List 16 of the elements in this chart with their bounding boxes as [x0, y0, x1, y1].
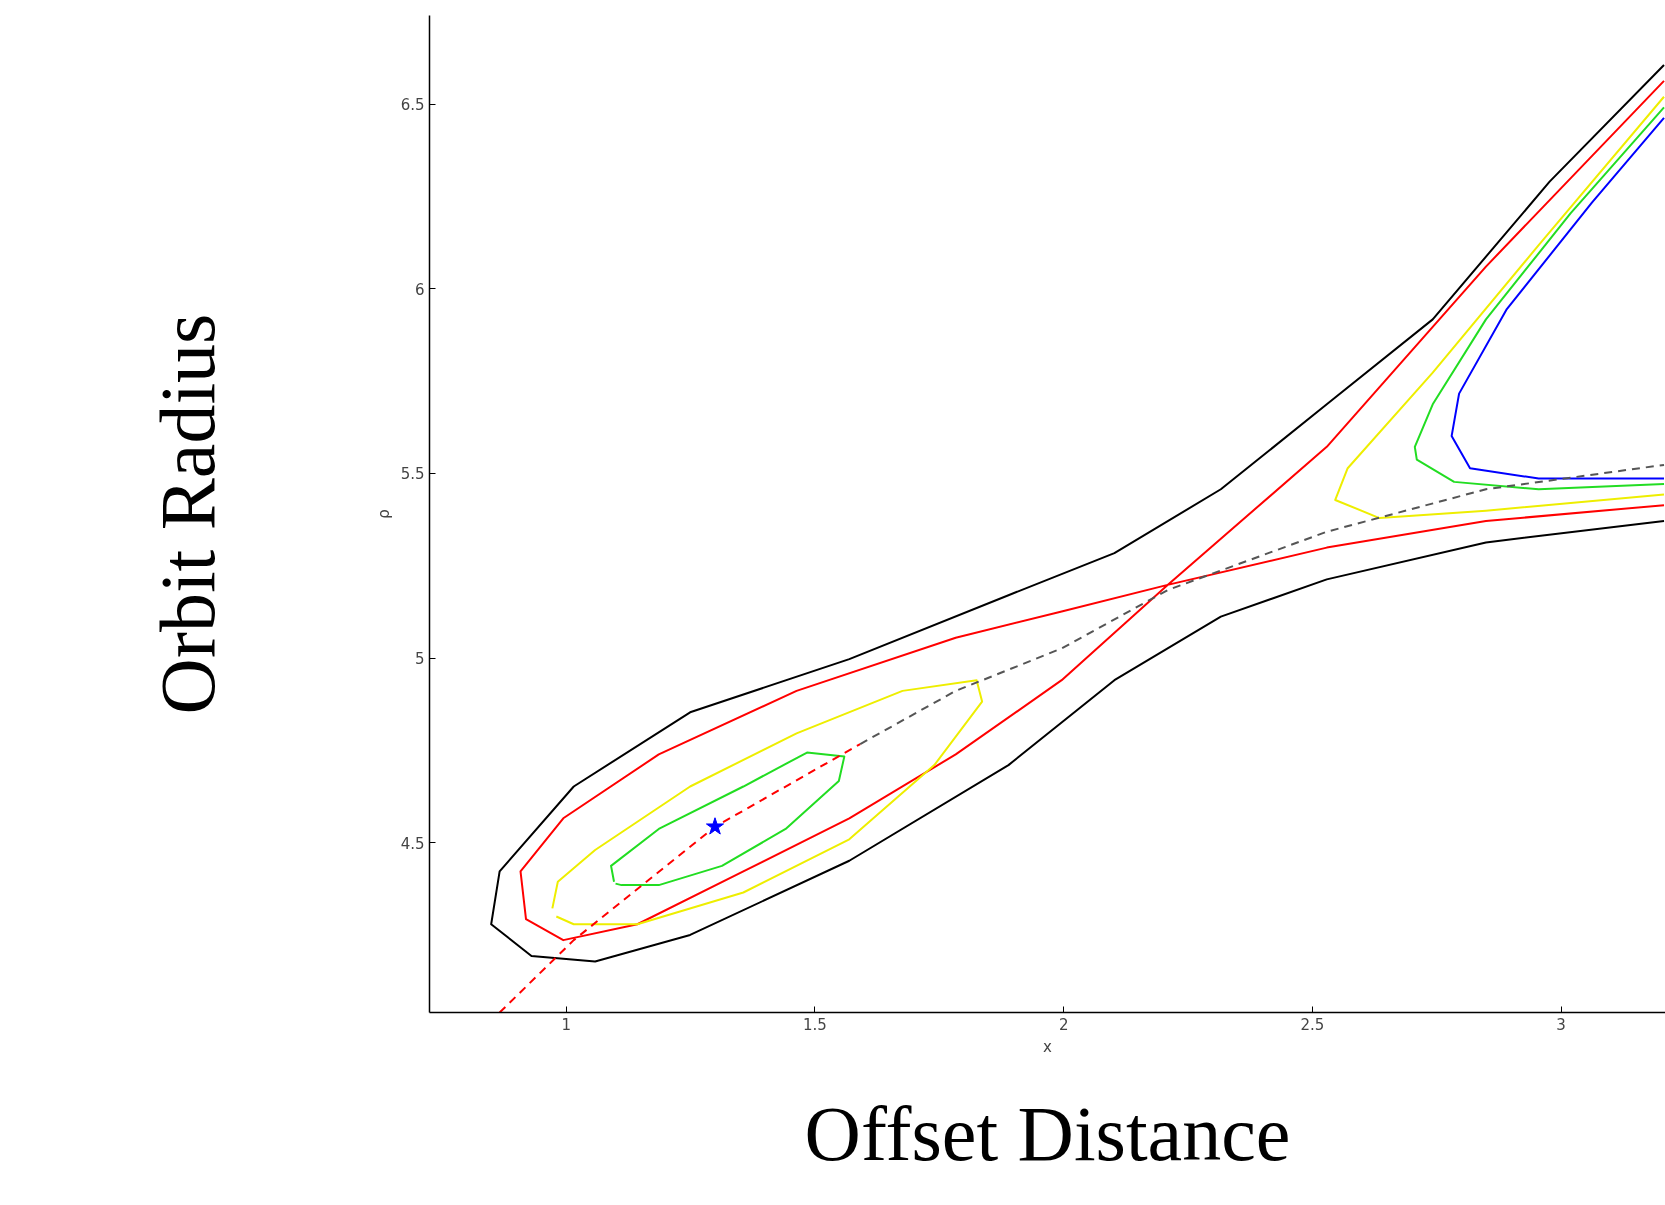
x-tick-label: 2 [1058, 1015, 1069, 1034]
y-tick-label: 6 [414, 280, 425, 299]
y-tick-label: 4.5 [400, 834, 425, 853]
line-series [859, 463, 1665, 746]
y-axis-title: ρ [374, 509, 393, 519]
x-tick-label: 3 [1556, 1015, 1566, 1034]
text: Orbit Radius [143, 313, 231, 715]
x-tick-label: 2.5 [1300, 1015, 1325, 1034]
y-tick-label: 5 [414, 650, 425, 669]
line-series [1450, 116, 1665, 480]
y-tick-label: 5.5 [400, 465, 425, 484]
x-tick-label: 1.5 [803, 1015, 827, 1034]
x-tick-label: 1 [561, 1015, 572, 1034]
text: Offset Distance [804, 1089, 1291, 1177]
x-axis-title: x [1043, 1037, 1053, 1056]
y-tick-label: 6.5 [400, 96, 425, 115]
